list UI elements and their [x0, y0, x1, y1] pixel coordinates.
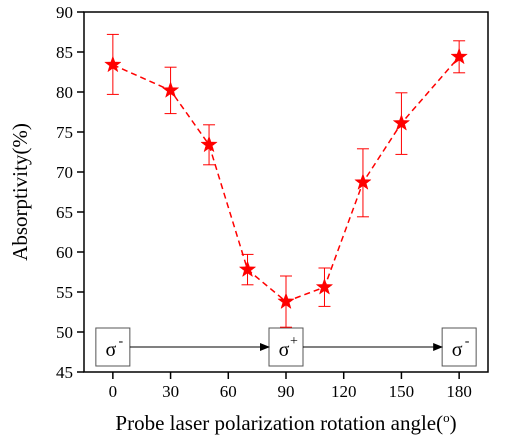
x-tick-label-120: 120: [331, 382, 357, 401]
data-point-5: [315, 277, 334, 295]
y-axis-label: Absorptivity(%): [8, 123, 32, 261]
x-tick-label-150: 150: [389, 382, 415, 401]
axis-ticks: 45 50 55 60 65 70 75 80 85 90 0 30 60 90 120 150 180: [56, 3, 472, 401]
polarization-label-1: σ: [279, 339, 290, 361]
polarization-sup-1: +: [290, 334, 298, 349]
x-tick-label-90: 90: [278, 382, 295, 401]
y-tick-label-50: 50: [56, 323, 73, 342]
data-point-0: [104, 55, 122, 73]
y-tick-label-65: 65: [56, 203, 73, 222]
x-axis-label-text: Probe laser polarization rotation angle(: [115, 411, 443, 435]
x-tick-label-180: 180: [446, 382, 472, 401]
data-point-1: [161, 81, 180, 98]
y-tick-label-85: 85: [56, 43, 73, 62]
y-tick-label-80: 80: [56, 83, 73, 102]
x-tick-label-30: 30: [162, 382, 179, 401]
polarization-box-1: [268, 327, 304, 367]
series-line: [112, 56, 460, 303]
polarization-sup-2: -: [465, 334, 470, 349]
y-tick-label-45: 45: [56, 363, 73, 382]
data-point-6: [354, 173, 372, 190]
x-tick-label-60: 60: [220, 382, 237, 401]
x-axis-label: Probe laser polarization rotation angle(…: [115, 410, 456, 435]
data-point-8: [450, 47, 468, 65]
absorptivity-series: [104, 33, 468, 328]
x-tick-label-0: 0: [109, 382, 118, 401]
data-point-7: [392, 113, 411, 131]
y-tick-label-55: 55: [56, 283, 73, 302]
polarization-label-2: σ: [452, 339, 463, 361]
polarization-box-0: [95, 327, 131, 367]
y-tick-label-90: 90: [56, 3, 73, 22]
y-tick-label-75: 75: [56, 123, 73, 142]
polarization-box-2: [441, 327, 477, 367]
x-axis-label-close: ): [450, 411, 457, 435]
y-tick-label-60: 60: [56, 243, 73, 262]
polarization-sup-0: -: [119, 334, 124, 349]
y-tick-label-70: 70: [56, 163, 73, 182]
data-point-3: [238, 260, 257, 278]
data-point-2: [200, 135, 218, 153]
x-axis-label-unit: o: [443, 410, 450, 425]
polarization-annotations: σ - σ + σ -: [95, 327, 477, 367]
polarization-label-0: σ: [105, 339, 116, 361]
data-point-4: [277, 292, 295, 310]
